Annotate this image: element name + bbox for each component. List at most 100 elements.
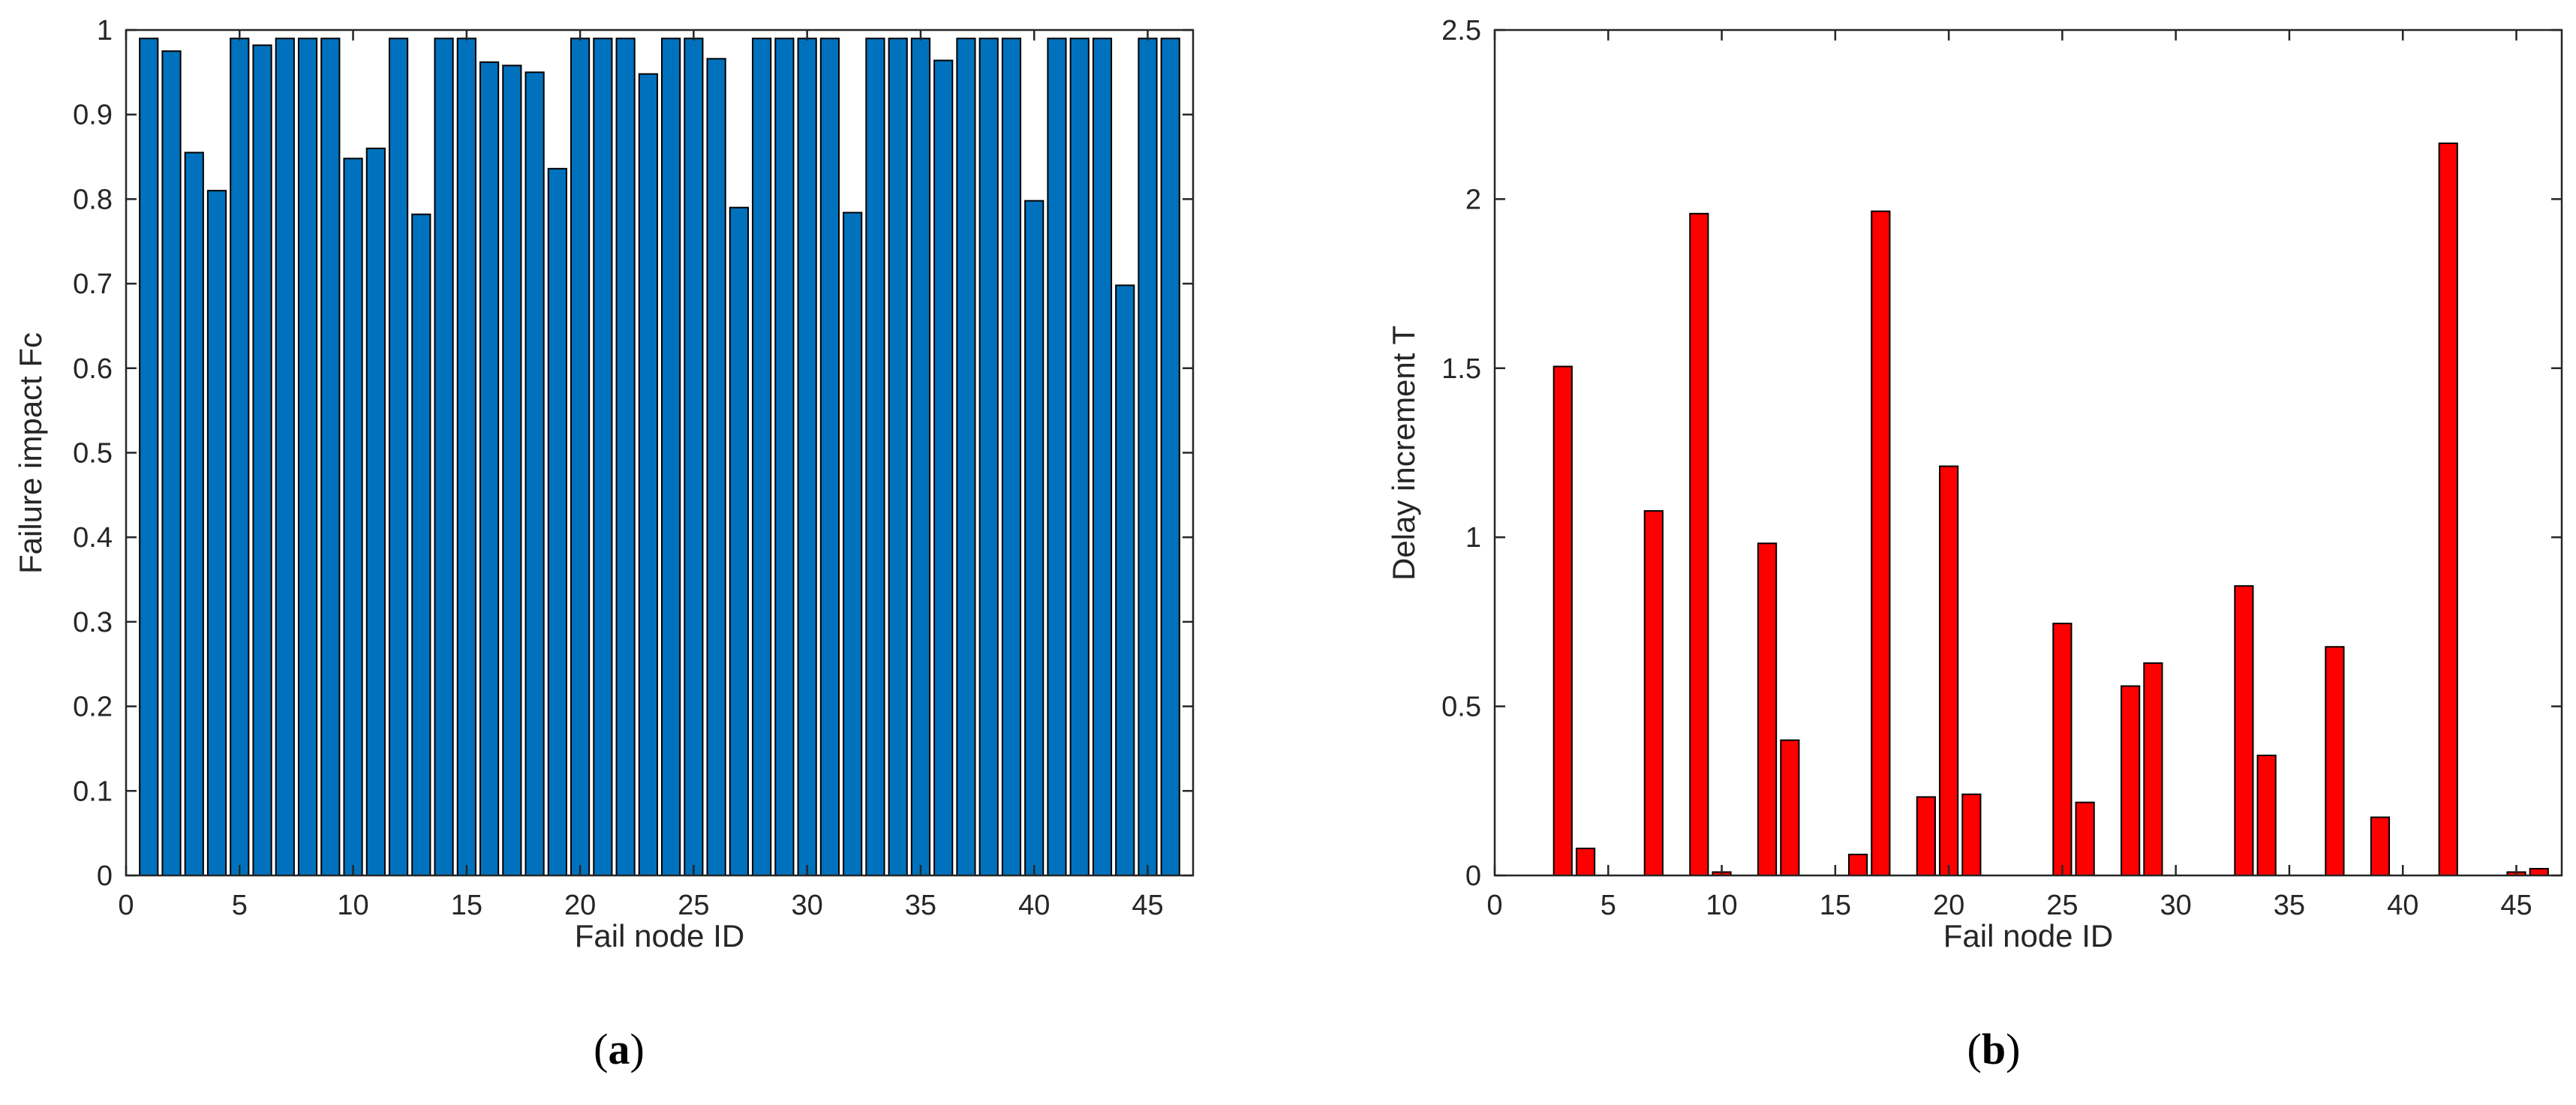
panel-b-x-axis-label: Fail node ID xyxy=(1943,918,2113,953)
panel-a-bar xyxy=(1138,38,1158,876)
panel-a-caption: (a) xyxy=(594,1025,645,1073)
panel-b-bar xyxy=(1916,796,1936,877)
panel-a-bar xyxy=(411,213,431,876)
panel-b-bar xyxy=(1939,465,1959,876)
panel-b-x-tick-label: 30 xyxy=(2160,890,2192,921)
panel-a-bar xyxy=(888,38,908,876)
panel-a-bar xyxy=(684,38,704,876)
panel-a-chart: 0 5 10 15 20 25 30 35 40 45 0 0.1 0.2 0.3 0.4 0.5 0.6 0.… xyxy=(13,15,1195,1073)
panel-b-bar xyxy=(1780,739,1800,876)
panel-a-y-tick-label: 0.2 xyxy=(73,692,113,723)
panel-a-bar xyxy=(570,38,591,876)
panel-a-bar xyxy=(206,190,227,876)
panel-a-y-tick-label: 0.6 xyxy=(73,353,113,385)
panel-b-bar xyxy=(2143,662,2163,877)
panel-a-bar xyxy=(1160,38,1180,876)
panel-a-bar xyxy=(230,38,250,876)
panel-a-bar xyxy=(1115,284,1135,877)
panel-b-bar xyxy=(2121,685,2141,876)
panel-a-y-tick-label: 1 xyxy=(97,15,113,47)
panel-a-bar xyxy=(434,38,454,876)
panel-b-bar xyxy=(2075,801,2095,877)
panel-a-bar xyxy=(956,38,976,876)
panel-b-bar xyxy=(2325,646,2345,876)
panel-a-x-axis-label: Fail node ID xyxy=(575,918,744,953)
panel-a-bar xyxy=(252,44,272,876)
panel-b-x-tick-label: 40 xyxy=(2387,890,2418,921)
panel-b-bar xyxy=(1961,793,1982,877)
panel-b-bar xyxy=(1643,510,1664,876)
panel-a-bar xyxy=(297,38,318,876)
panel-a-y-tick-label: 0.8 xyxy=(73,184,113,215)
panel-a-bar xyxy=(1069,38,1090,876)
panel-a-bar xyxy=(774,38,795,876)
panel-a-bar xyxy=(343,158,363,877)
panel-b-bar xyxy=(2256,754,2277,876)
panel-b-y-tick-label: 1.5 xyxy=(1441,353,1481,385)
panel-a-bar xyxy=(502,65,522,877)
panel-a-bar xyxy=(978,38,999,876)
panel-b-bar xyxy=(2052,623,2073,877)
panel-a-y-tick-label: 0.9 xyxy=(73,100,113,131)
panel-a-y-tick-label: 0.7 xyxy=(73,269,113,300)
panel-a-y-axis: 0 0.1 0.2 0.3 0.4 0.5 0.6 0.7 0.8 0.9 1 xyxy=(73,15,1193,892)
panel-a-bar xyxy=(910,38,931,876)
panel-a-bar xyxy=(139,38,159,876)
panel-a-y-tick-label: 0.1 xyxy=(73,776,113,807)
panel-b-x-tick-label: 0 xyxy=(1486,890,1502,921)
panel-a-x-tick-label: 15 xyxy=(451,890,482,921)
panel-b-x-tick-label: 45 xyxy=(2500,890,2532,921)
panel-a-caption-letter: a xyxy=(609,1025,630,1073)
panel-b-x-tick-label: 5 xyxy=(1601,890,1616,921)
panel-b-y-axis-label: Delay increment T xyxy=(1386,326,1421,581)
panel-b-x-tick-label: 35 xyxy=(2274,890,2305,921)
panel-a-y-axis-label: Failure impact Fc xyxy=(13,332,48,574)
panel-b-y-tick-label: 0.5 xyxy=(1441,692,1481,723)
panel-a-bar xyxy=(843,212,863,876)
panel-b-caption-letter: b xyxy=(1982,1025,2006,1073)
panel-a-bar xyxy=(184,152,204,877)
panel-a-y-tick-label: 0.4 xyxy=(73,522,113,554)
panel-b-bar xyxy=(1871,210,1891,876)
panel-a-bar xyxy=(320,38,341,876)
panel-a-bar xyxy=(388,38,409,876)
panel-b-y-tick-label: 0 xyxy=(1465,860,1481,892)
panel-b-x-tick-label: 10 xyxy=(1706,890,1737,921)
panel-b-bars xyxy=(1553,143,2549,877)
panel-a-bar xyxy=(275,38,295,876)
panel-b-bar xyxy=(1757,542,1778,876)
panel-b-bar xyxy=(2529,867,2549,876)
panel-a-bar xyxy=(638,73,658,877)
panel-b-chart: 0 5 10 15 20 25 30 35 40 45 0 0.5 1 1.5 2 2.5 Fail nod… xyxy=(1386,15,2563,1073)
panel-a-bar xyxy=(752,38,772,876)
panel-a-bar xyxy=(1001,38,1022,876)
panel-a-bar xyxy=(525,71,545,877)
panel-a-bar xyxy=(865,38,885,876)
panel-a-x-tick-label: 25 xyxy=(678,890,709,921)
panel-a-bar xyxy=(706,58,726,877)
panel-b-bar xyxy=(1689,212,1709,876)
panel-a-x-tick-label: 30 xyxy=(792,890,823,921)
panel-b-x-tick-label: 15 xyxy=(1820,890,1851,921)
panel-b-y-tick-label: 2.5 xyxy=(1441,15,1481,47)
panel-a-bar xyxy=(797,38,817,876)
panel-b-bar xyxy=(2370,816,2391,876)
panel-b-x-axis: 0 5 10 15 20 25 30 35 40 45 xyxy=(1486,30,2532,921)
panel-b-x-tick-label: 20 xyxy=(1933,890,1964,921)
panel-a-bar xyxy=(593,38,613,876)
panel-a-x-tick-label: 5 xyxy=(232,890,248,921)
panel-a-x-tick-label: 45 xyxy=(1132,890,1163,921)
panel-a-x-tick-label: 40 xyxy=(1018,890,1050,921)
panel-a-bar xyxy=(456,38,476,876)
panel-a-bar xyxy=(547,167,567,876)
panel-a-bar xyxy=(479,61,500,877)
panel-a-bar xyxy=(365,147,386,876)
panel-a-x-tick-label: 35 xyxy=(905,890,936,921)
panel-a-x-axis: 0 5 10 15 20 25 30 35 40 45 xyxy=(118,30,1164,921)
panel-a-bar xyxy=(729,206,749,877)
panel-a-bar xyxy=(1047,38,1067,876)
panel-a-bar xyxy=(661,38,681,876)
panel-a-y-tick-label: 0.5 xyxy=(73,438,113,470)
